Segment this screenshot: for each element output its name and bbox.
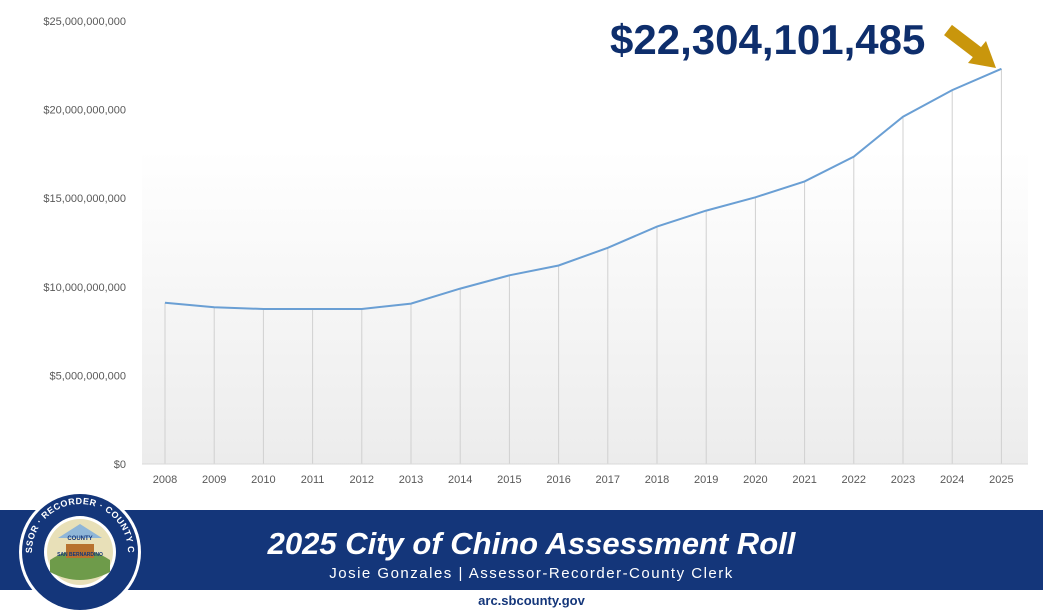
x-tick-label: 2016: [546, 474, 570, 486]
x-tick-label: 2013: [399, 474, 423, 486]
banner-title: 2025 City of Chino Assessment Roll: [267, 526, 796, 561]
title-banner: [0, 510, 1043, 590]
series-line: [164, 67, 1002, 310]
x-tick-label: 2021: [792, 474, 816, 486]
banner-subtitle: Josie Gonzales | Assessor-Recorder-Count…: [329, 565, 734, 582]
x-tick-label: 2012: [350, 474, 374, 486]
svg-text:COUNTY: COUNTY: [67, 536, 92, 542]
x-tick-label: 2008: [153, 474, 177, 486]
x-tick-label: 2014: [448, 474, 472, 486]
x-tick-label: 2023: [891, 474, 915, 486]
y-tick-label: $0: [114, 459, 126, 471]
x-tick-label: 2019: [694, 474, 718, 486]
x-tick-label: 2010: [251, 474, 275, 486]
y-tick-label: $25,000,000,000: [43, 16, 126, 28]
x-tick-label: 2022: [842, 474, 866, 486]
x-tick-label: 2018: [645, 474, 669, 486]
y-tick-label: $5,000,000,000: [50, 370, 126, 382]
website-link[interactable]: arc.sbcounty.gov: [478, 593, 585, 608]
x-tick-label: 2017: [596, 474, 620, 486]
county-seal-icon: COUNTY SAN BERNARDINO ASSESSOR · RECORDE…: [18, 490, 141, 613]
plot-area-background: [142, 150, 1028, 464]
line-chart: $0 $5,000,000,000 $10,000,000,000 $15,000,0…: [43, 16, 1028, 486]
x-tick-label: 2024: [940, 474, 964, 486]
x-tick-label: 2011: [301, 474, 325, 486]
y-tick-label: $20,000,000,000: [43, 105, 126, 117]
x-tick-label: 2025: [989, 474, 1013, 486]
x-tick-label: 2020: [743, 474, 767, 486]
y-tick-label: $10,000,000,000: [43, 282, 126, 294]
x-tick-label: 2015: [497, 474, 521, 486]
x-tick-label: 2009: [202, 474, 226, 486]
arrow-icon: [944, 24, 996, 68]
y-tick-label: $15,000,000,000: [43, 193, 126, 205]
callout-value: $22,304,101,485: [610, 16, 925, 63]
svg-text:SAN BERNARDINO: SAN BERNARDINO: [57, 552, 103, 558]
